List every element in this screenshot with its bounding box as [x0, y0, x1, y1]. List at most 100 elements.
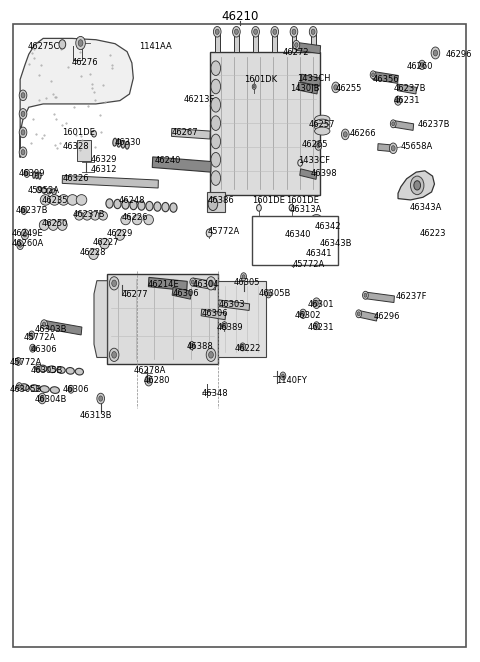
Text: 46312: 46312 — [90, 165, 117, 174]
Circle shape — [222, 322, 228, 330]
Circle shape — [333, 240, 338, 247]
Circle shape — [16, 383, 22, 391]
Text: 46237B: 46237B — [73, 210, 106, 219]
Circle shape — [223, 324, 226, 328]
Text: 46305: 46305 — [234, 277, 261, 287]
Ellipse shape — [36, 172, 38, 179]
Circle shape — [21, 111, 25, 117]
Circle shape — [21, 150, 25, 155]
Circle shape — [38, 393, 46, 404]
Ellipse shape — [36, 187, 41, 193]
Circle shape — [253, 29, 257, 34]
Circle shape — [256, 205, 261, 211]
Text: 46326: 46326 — [62, 174, 89, 183]
Ellipse shape — [211, 61, 221, 75]
Polygon shape — [300, 169, 317, 179]
Ellipse shape — [58, 220, 67, 230]
Text: 46306: 46306 — [31, 345, 57, 354]
Polygon shape — [272, 33, 277, 52]
Circle shape — [214, 26, 221, 37]
Text: 46305B: 46305B — [10, 385, 42, 394]
Ellipse shape — [66, 367, 74, 374]
Circle shape — [319, 238, 325, 247]
Text: 46237F: 46237F — [396, 292, 428, 301]
Circle shape — [190, 278, 196, 286]
Text: 46348: 46348 — [202, 389, 228, 398]
Circle shape — [209, 280, 214, 287]
Text: 45772A: 45772A — [292, 260, 325, 269]
Circle shape — [112, 280, 117, 287]
Ellipse shape — [58, 195, 69, 205]
Ellipse shape — [50, 387, 60, 393]
Circle shape — [295, 43, 298, 48]
Circle shape — [97, 393, 105, 404]
Ellipse shape — [40, 386, 49, 393]
Circle shape — [235, 29, 239, 34]
Circle shape — [18, 385, 21, 389]
Circle shape — [312, 218, 321, 232]
Ellipse shape — [39, 365, 47, 372]
Bar — [207, 192, 226, 212]
Text: 46305B: 46305B — [31, 366, 63, 375]
Circle shape — [302, 249, 308, 257]
Bar — [108, 274, 218, 364]
Circle shape — [206, 277, 216, 290]
Circle shape — [285, 231, 290, 238]
Polygon shape — [171, 128, 210, 139]
Circle shape — [36, 364, 41, 372]
Polygon shape — [398, 84, 417, 94]
Text: 46386: 46386 — [207, 196, 234, 205]
Circle shape — [281, 374, 284, 378]
Circle shape — [206, 348, 216, 361]
Ellipse shape — [314, 127, 330, 135]
Circle shape — [280, 372, 286, 380]
Circle shape — [19, 147, 27, 158]
Circle shape — [343, 132, 347, 137]
Ellipse shape — [211, 116, 221, 130]
Circle shape — [17, 359, 20, 363]
Circle shape — [315, 324, 318, 328]
Circle shape — [208, 197, 218, 211]
Text: 1433CH: 1433CH — [297, 73, 331, 83]
Text: 46306: 46306 — [62, 385, 89, 394]
Ellipse shape — [138, 201, 145, 211]
Ellipse shape — [99, 212, 108, 220]
Circle shape — [390, 120, 396, 128]
Text: 46227: 46227 — [93, 238, 119, 247]
Polygon shape — [148, 277, 187, 291]
Text: 46329: 46329 — [90, 155, 117, 164]
Text: 46341: 46341 — [305, 249, 332, 258]
Text: 45772A: 45772A — [10, 358, 42, 367]
Ellipse shape — [57, 367, 65, 373]
Text: 45658A: 45658A — [401, 142, 433, 152]
Ellipse shape — [211, 152, 221, 167]
Ellipse shape — [83, 212, 91, 220]
Circle shape — [40, 396, 44, 401]
Ellipse shape — [113, 138, 117, 146]
Circle shape — [21, 207, 27, 214]
Circle shape — [109, 348, 119, 361]
Text: 46229: 46229 — [107, 228, 133, 238]
Circle shape — [271, 26, 278, 37]
Circle shape — [252, 84, 256, 89]
Circle shape — [313, 322, 319, 330]
Text: 46277: 46277 — [122, 290, 148, 299]
Circle shape — [15, 357, 21, 365]
Circle shape — [290, 26, 298, 37]
Ellipse shape — [117, 139, 121, 147]
Ellipse shape — [39, 220, 49, 230]
Text: 46356: 46356 — [373, 75, 400, 84]
Circle shape — [334, 85, 337, 90]
Circle shape — [30, 333, 33, 337]
Circle shape — [25, 171, 28, 175]
Text: 46280: 46280 — [144, 376, 170, 385]
Text: 46304B: 46304B — [35, 395, 67, 404]
Circle shape — [433, 50, 438, 56]
Circle shape — [99, 396, 103, 401]
Circle shape — [19, 90, 27, 101]
Polygon shape — [253, 33, 258, 52]
Ellipse shape — [170, 203, 177, 213]
Text: 46305B: 46305B — [259, 289, 291, 299]
Text: 46237B: 46237B — [417, 120, 450, 129]
Text: 46231: 46231 — [307, 322, 334, 332]
